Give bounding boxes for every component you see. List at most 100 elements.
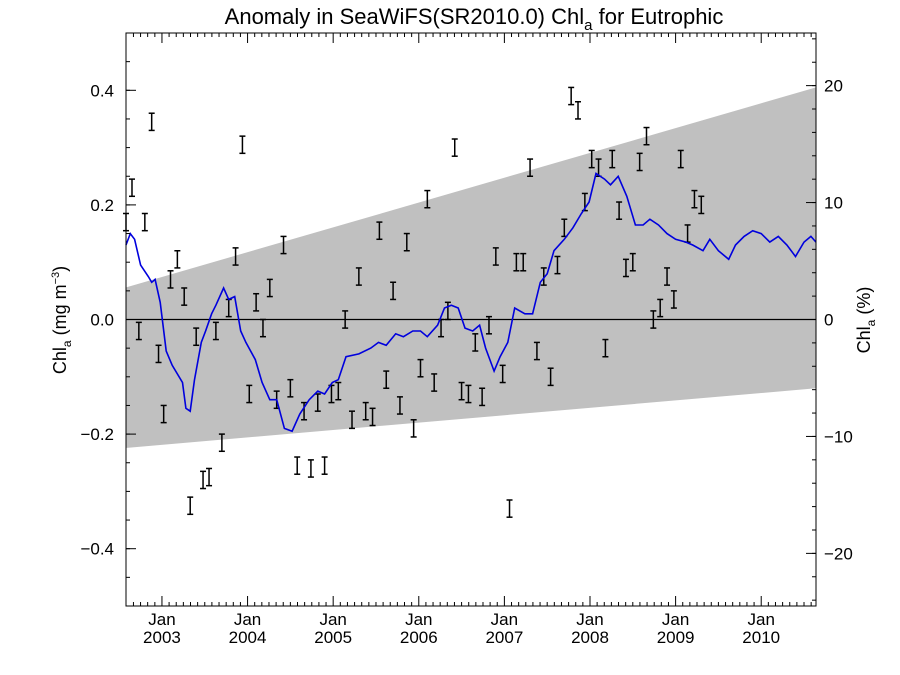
errorbar-points xyxy=(123,86,705,518)
errorbar-point xyxy=(266,278,273,298)
confidence-band xyxy=(126,87,816,448)
errorbar-point xyxy=(609,149,616,169)
x-tick-year-label: 2003 xyxy=(143,628,181,647)
errorbar-point xyxy=(533,341,540,361)
errorbar-point xyxy=(547,367,554,387)
errorbar-point xyxy=(403,232,410,252)
y-label-left-exponent: −3 xyxy=(50,272,62,285)
errorbar-point xyxy=(141,212,148,232)
x-tick-month-label: Jan xyxy=(662,610,689,629)
y-right-tick-label: −20 xyxy=(824,544,853,563)
y-axis-left: 0.4 0.2 0.0 −0.2 −0.4 xyxy=(80,32,136,607)
errorbar-point xyxy=(362,401,369,421)
x-tick-year-label: 2010 xyxy=(742,628,780,647)
errorbar-point xyxy=(253,292,260,312)
errorbar-point xyxy=(540,267,547,286)
x-tick-year-label: 2006 xyxy=(400,628,438,647)
errorbar-point xyxy=(616,201,623,220)
errorbar-point xyxy=(444,301,451,321)
y-label-left-unit: (mg m xyxy=(50,284,70,340)
errorbar-point xyxy=(554,255,561,275)
errorbar-point xyxy=(506,499,513,518)
x-tick-month-label: Jan xyxy=(491,610,518,629)
errorbar-point xyxy=(232,247,239,266)
errorbar-point xyxy=(294,456,301,475)
errorbar-point xyxy=(568,86,575,106)
errorbar-point xyxy=(575,101,582,120)
y-right-tick-label: −10 xyxy=(824,427,853,446)
errorbar-point xyxy=(636,152,643,172)
x-tick-month-label: Jan xyxy=(576,610,603,629)
errorbar-point xyxy=(664,267,671,286)
errorbar-point xyxy=(301,401,308,421)
errorbar-point xyxy=(417,358,424,378)
y-right-tick-label: 10 xyxy=(824,194,843,213)
errorbar-point xyxy=(287,378,294,398)
x-tick-month-label: Jan xyxy=(234,610,261,629)
errorbar-point xyxy=(431,373,438,392)
x-tick-year-label: 2009 xyxy=(657,628,695,647)
errorbar-point xyxy=(193,327,200,347)
x-tick-month-label: Jan xyxy=(148,610,175,629)
errorbar-point xyxy=(218,433,225,453)
errorbar-point xyxy=(148,112,155,132)
errorbar-point xyxy=(513,252,520,272)
errorbar-point xyxy=(602,338,609,358)
errorbar-point xyxy=(246,384,253,404)
errorbar-point xyxy=(280,235,287,255)
errorbar-point xyxy=(492,247,499,266)
errorbar-point xyxy=(155,344,162,364)
y-left-tick-label: 0.0 xyxy=(90,311,114,330)
errorbar-point xyxy=(410,419,417,438)
errorbar-point xyxy=(479,387,486,407)
errorbar-point xyxy=(383,370,390,390)
errorbar-point xyxy=(307,459,314,478)
y-label-right-main: Chl xyxy=(854,326,874,353)
errorbar-point xyxy=(390,281,397,301)
errorbar-point xyxy=(181,287,188,306)
x-tick-month-label: Jan xyxy=(748,610,775,629)
errorbar-point xyxy=(259,318,266,338)
y-axis-right: 20 10 0 −10 −20 xyxy=(806,38,853,601)
errorbar-point xyxy=(212,321,219,341)
errorbar-point xyxy=(499,364,506,384)
errorbar-point xyxy=(135,321,142,341)
errorbar-point xyxy=(677,149,684,169)
errorbar-point xyxy=(458,381,465,401)
errorbar-point xyxy=(369,407,376,427)
x-tick-year-label: 2007 xyxy=(485,628,523,647)
y-right-tick-label: 0 xyxy=(824,311,833,330)
y-left-tick-label: 0.4 xyxy=(90,81,114,100)
y-right-tick-label: 20 xyxy=(824,77,843,96)
x-tick-year-label: 2008 xyxy=(571,628,609,647)
chart-title-suffix: for Eutrophic xyxy=(592,4,723,29)
errorbar-point xyxy=(321,456,328,475)
errorbar-point xyxy=(128,178,135,198)
errorbar-point xyxy=(698,195,705,215)
errorbar-point xyxy=(160,404,167,424)
y-label-right-unit: (%) xyxy=(854,287,874,320)
y-axis-left-label: Chla (mg m−3) xyxy=(50,266,74,374)
x-axis: Jan2003Jan2004Jan2005Jan2006Jan2007Jan20… xyxy=(132,33,812,647)
errorbar-point xyxy=(349,410,356,430)
errorbar-point xyxy=(167,270,174,289)
errorbar-point xyxy=(200,470,207,490)
errorbar-point xyxy=(342,310,349,329)
errorbar-point xyxy=(622,258,629,278)
x-tick-month-label: Jan xyxy=(319,610,346,629)
errorbar-point xyxy=(670,290,677,309)
y-label-left-close: ) xyxy=(50,266,70,272)
x-tick-month-label: Jan xyxy=(405,610,432,629)
errorbar-point xyxy=(657,298,664,318)
errorbar-point xyxy=(424,189,431,209)
errorbar-point xyxy=(485,315,492,335)
errorbar-point xyxy=(691,189,698,209)
errorbar-point xyxy=(472,333,479,352)
errorbar-point xyxy=(650,310,657,329)
y-label-left-subscript: a xyxy=(60,340,74,347)
y-label-left-main: Chl xyxy=(50,347,70,374)
errorbar-point xyxy=(187,496,194,516)
errorbar-point xyxy=(376,221,383,241)
errorbar-point xyxy=(520,252,527,272)
y-left-tick-label: −0.4 xyxy=(80,540,114,559)
